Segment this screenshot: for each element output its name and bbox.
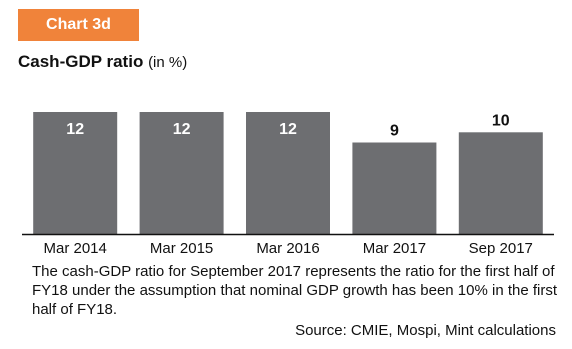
bar-mar-2015 <box>139 112 224 234</box>
x-tick-label: Mar 2017 <box>363 240 426 257</box>
x-tick-label: Mar 2015 <box>150 240 213 257</box>
x-tick-label: Sep 2017 <box>469 240 533 257</box>
data-label: 12 <box>66 121 84 138</box>
bar-mar-2014 <box>33 112 118 234</box>
x-tick-label: Mar 2014 <box>44 240 107 257</box>
footnote: The cash-GDP ratio for September 2017 re… <box>32 263 558 318</box>
chart-title-text: Cash-GDP ratio <box>18 52 144 71</box>
chart-title: Cash-GDP ratio (in %) <box>18 52 187 72</box>
chart-unit: (in %) <box>148 54 188 71</box>
bar-chart: 12 Mar 2014 12 Mar 2015 12 Mar 2016 9 Mar 2017 1… <box>22 112 554 257</box>
x-tick-label: Mar 2016 <box>256 240 319 257</box>
data-label: 10 <box>492 112 510 129</box>
source-line: Source: CMIE, Mospi, Mint calculations <box>295 322 556 339</box>
bar-mar-2016 <box>246 112 330 234</box>
chart-tag: Chart 3d <box>18 9 139 41</box>
bar-mar-2017 <box>352 142 437 234</box>
data-label: 9 <box>390 123 399 140</box>
data-label: 12 <box>279 121 297 138</box>
bar-sep-2017 <box>458 132 543 234</box>
data-label: 12 <box>173 121 191 138</box>
